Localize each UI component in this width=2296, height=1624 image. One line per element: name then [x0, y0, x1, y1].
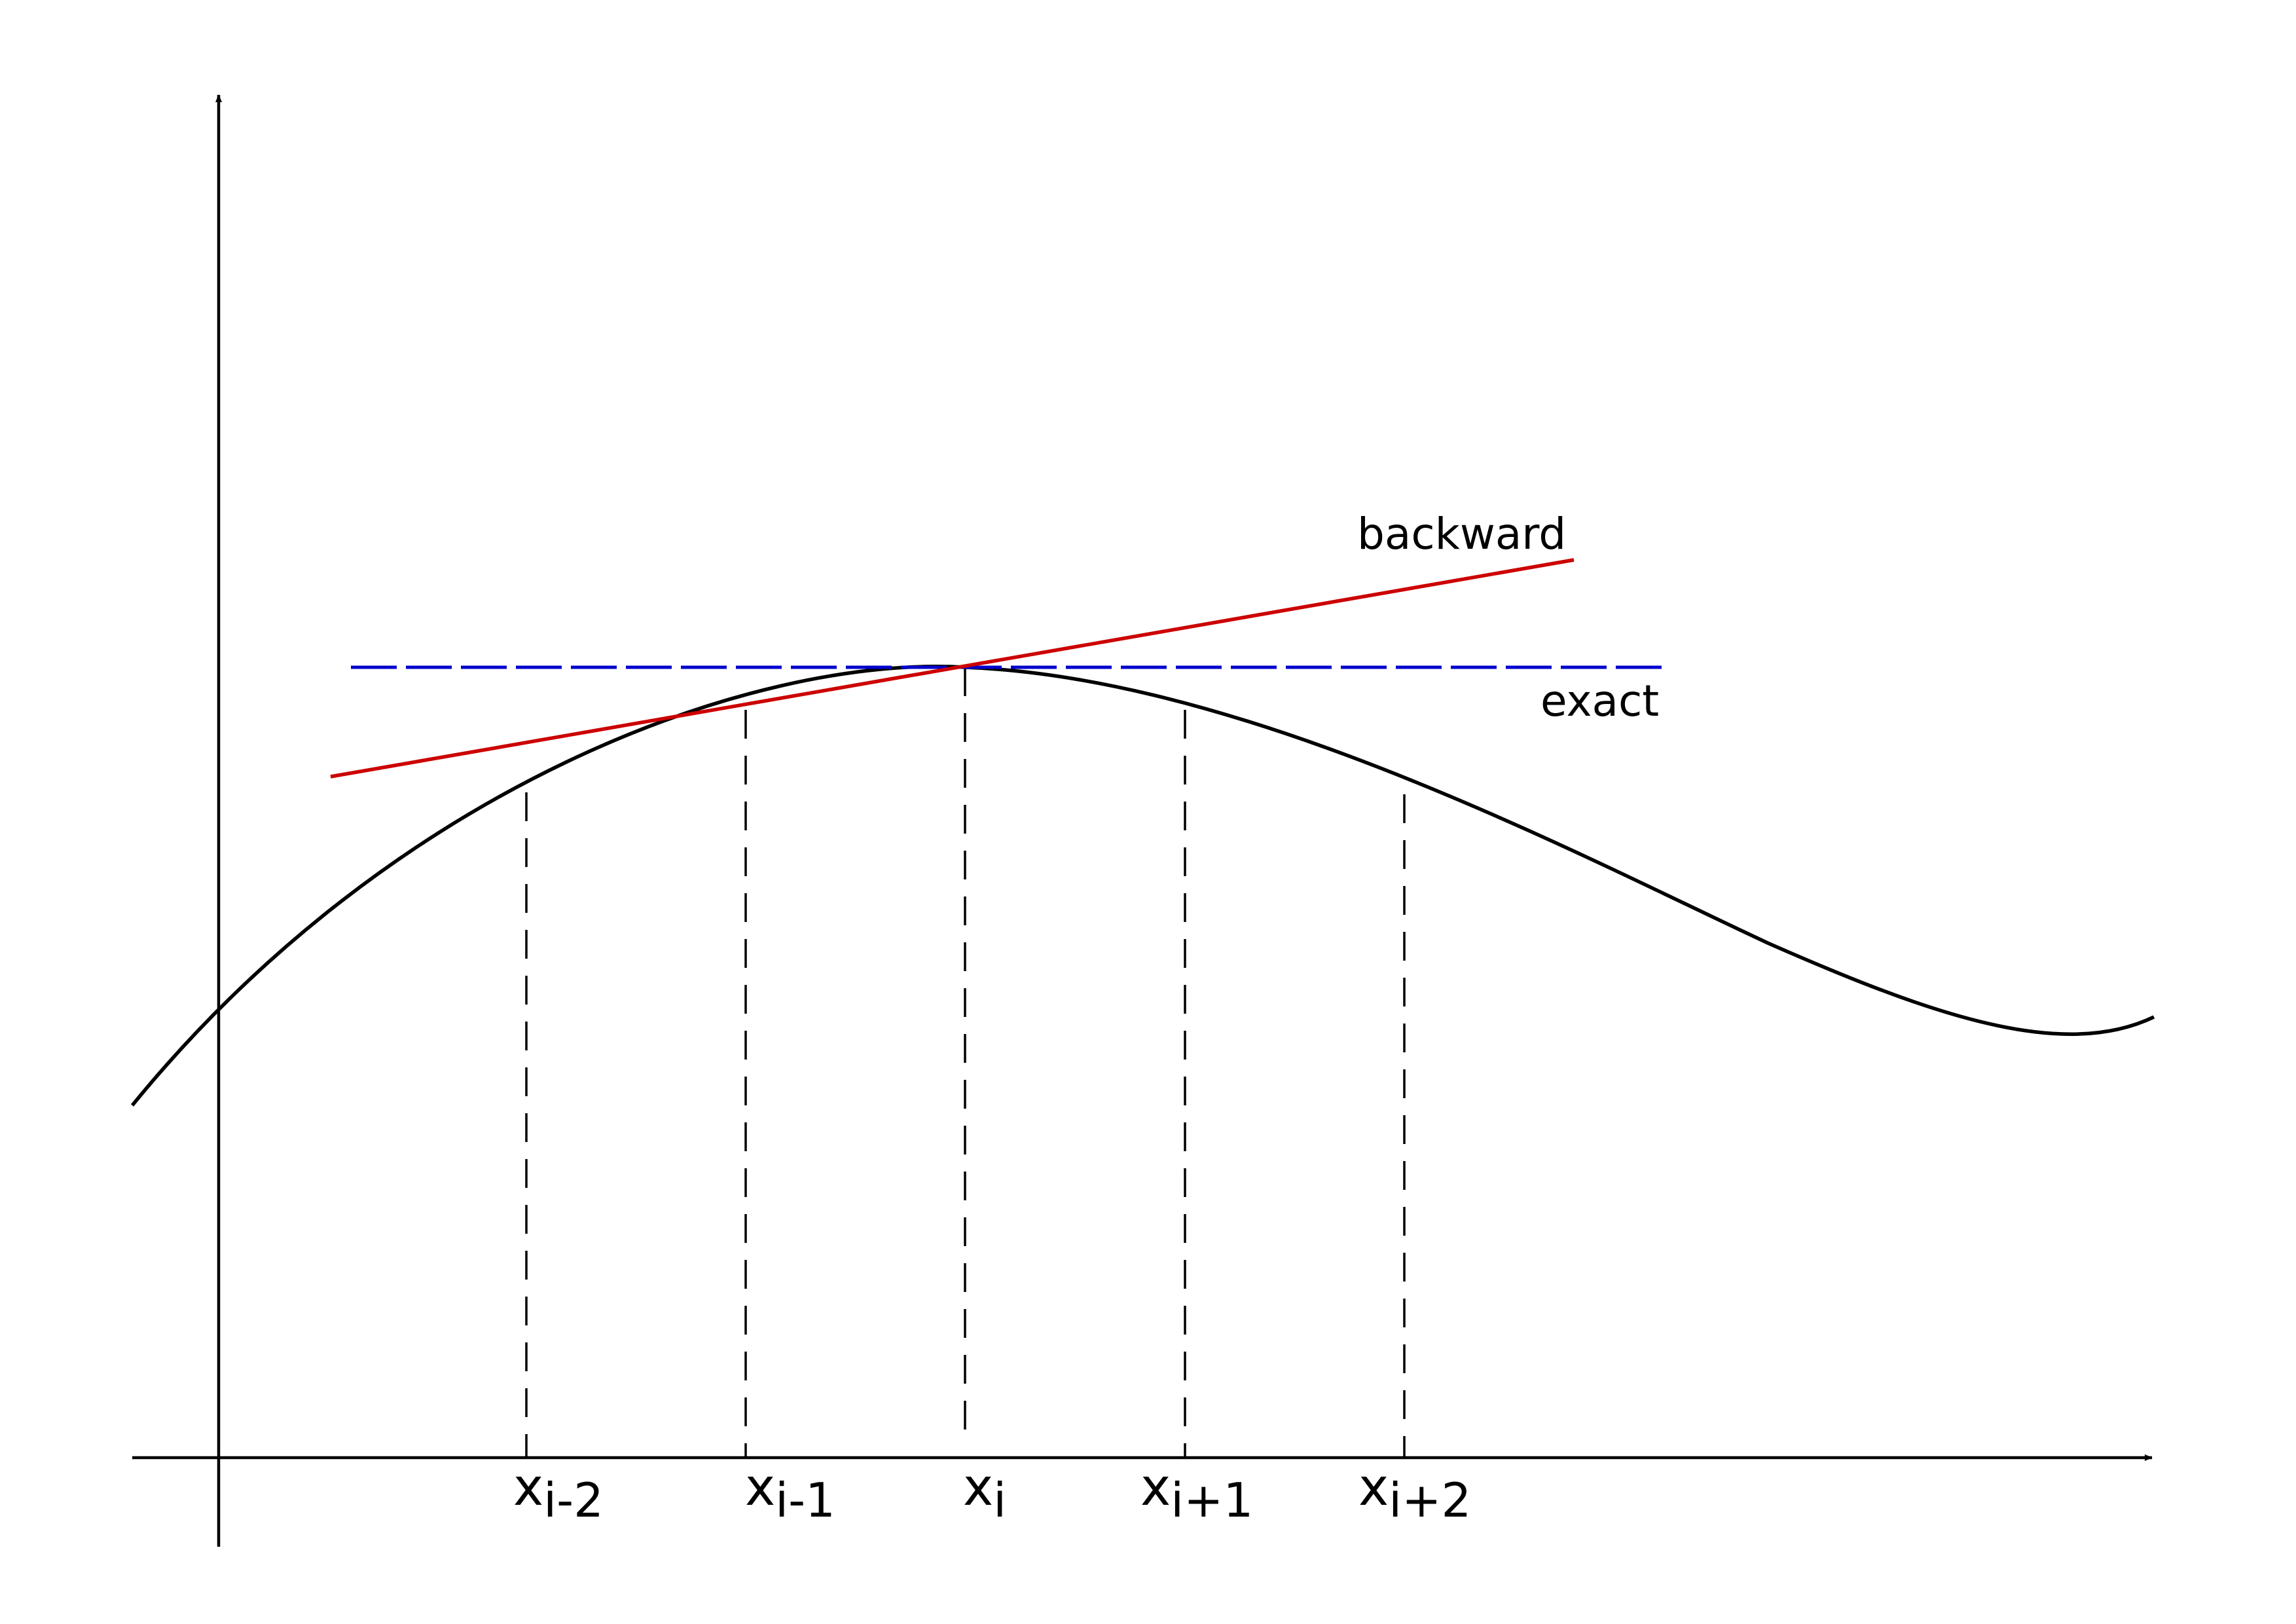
tick-label-xi-2: xi-2 [513, 1458, 604, 1528]
tick-label-subscript: i-1 [775, 1473, 835, 1528]
tick-label-main: x [1140, 1458, 1171, 1517]
tick-label-main: x [513, 1458, 543, 1517]
tick-label-main: x [1358, 1458, 1389, 1517]
tick-label-subscript: i-2 [543, 1473, 604, 1528]
backward-difference-line [330, 558, 1575, 779]
tick-label-xi+2: xi+2 [1358, 1458, 1471, 1528]
tick-label-main: x [745, 1458, 775, 1517]
tick-label-subscript: i+2 [1389, 1473, 1471, 1528]
tick-label-subscript: i+1 [1171, 1473, 1253, 1528]
exact-label: exact [1540, 676, 1659, 726]
tick-label-xi: xi [963, 1458, 1006, 1528]
guide-lines [525, 667, 1406, 1458]
tick-label-xi+1: xi+1 [1140, 1458, 1253, 1528]
function-curve [130, 665, 2155, 1107]
tick-label-main: x [963, 1458, 993, 1517]
backward-label: backward [1357, 509, 1566, 559]
tick-label-subscript: i [993, 1473, 1006, 1528]
tick-label-xi-1: xi-1 [745, 1458, 835, 1528]
